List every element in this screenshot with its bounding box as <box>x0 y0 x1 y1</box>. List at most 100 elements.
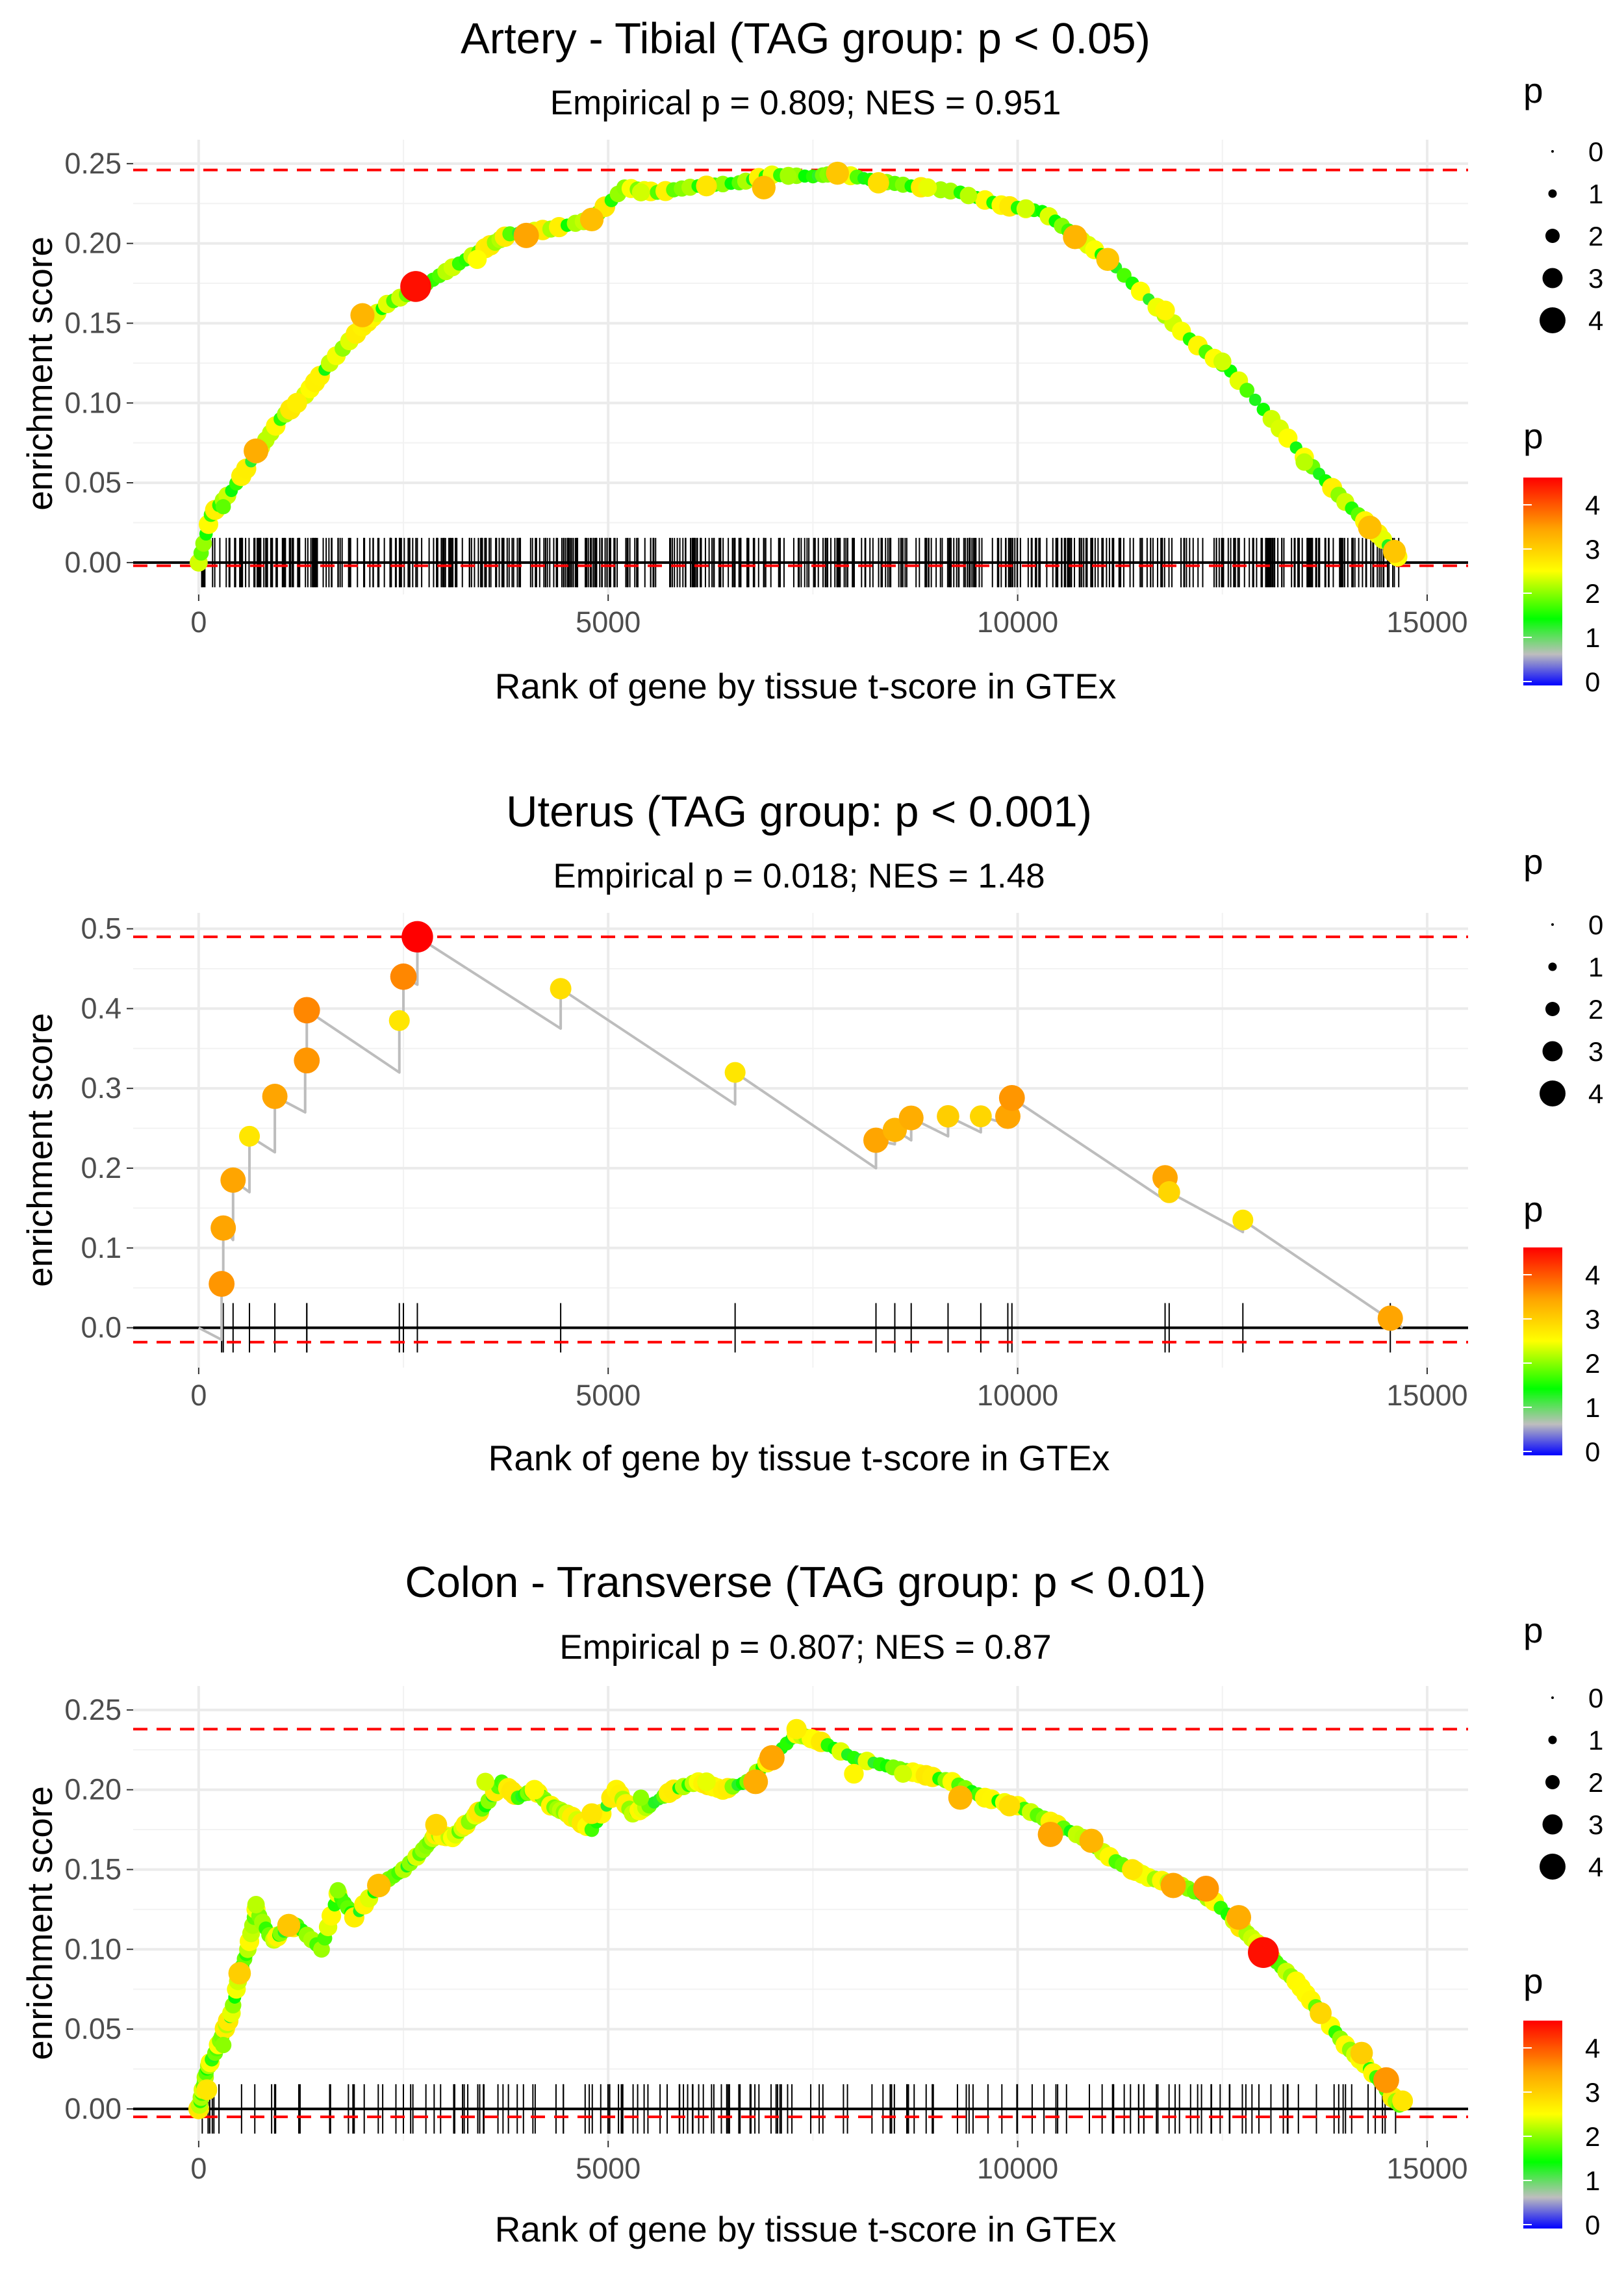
size-legend-title: p <box>1523 841 1543 882</box>
hit-point <box>1193 1876 1219 1902</box>
hit-point <box>400 271 431 302</box>
x-tick-label: 5000 <box>576 606 641 639</box>
y-tick-label: 0.20 <box>64 1773 121 1806</box>
chart-subtitle: Empirical p = 0.809; NES = 0.951 <box>550 84 1061 122</box>
size-key-4 <box>1540 1854 1566 1880</box>
size-legend-label: 1 <box>1588 952 1603 982</box>
y-tick-labels: 0.0 0.1 0.2 0.3 0.4 0.5 <box>81 912 121 1344</box>
hit-point <box>1079 1828 1104 1853</box>
size-legend: 0 1 2 3 4 <box>1540 910 1603 1109</box>
hit-point <box>367 1873 391 1898</box>
hit-point <box>1377 1305 1403 1331</box>
hit-point <box>1063 225 1087 249</box>
color-legend-label: 2 <box>1585 2121 1600 2152</box>
size-legend-label: 0 <box>1588 1683 1603 1713</box>
hit-point <box>863 1127 889 1153</box>
panel-colon-transverse: Colon - Transverse (TAG group: p < 0.01)… <box>19 1558 1468 2249</box>
hit-point <box>1350 2041 1373 2065</box>
size-legend-label: 0 <box>1588 136 1603 167</box>
hit-point <box>918 178 937 198</box>
hit-point <box>1213 352 1232 371</box>
y-tick-label: 0.0 <box>81 1311 121 1344</box>
hit-point <box>210 1215 236 1241</box>
hit-point <box>550 978 572 1000</box>
size-key-3 <box>1542 268 1563 288</box>
hit-point <box>329 1882 346 1898</box>
hit-point <box>277 1913 301 1937</box>
hit-point <box>467 249 487 269</box>
colorbar <box>1523 478 1562 685</box>
y-tick-label: 0.05 <box>64 466 121 499</box>
color-legend-label: 1 <box>1585 1392 1600 1423</box>
size-key-0 <box>1551 150 1554 153</box>
chart-subtitle: Empirical p = 0.807; NES = 0.87 <box>559 1628 1051 1667</box>
chart-title: Uterus (TAG group: p < 0.001) <box>506 787 1092 836</box>
hit-point <box>425 1813 448 1836</box>
hit-point <box>867 172 889 194</box>
x-tick-label: 15000 <box>1386 1379 1467 1412</box>
curve-point <box>1249 393 1262 406</box>
hit-point <box>401 921 433 953</box>
size-key-2 <box>1545 1002 1560 1016</box>
chart-title: Colon - Transverse (TAG group: p < 0.01) <box>405 1558 1206 1607</box>
color-legend: 4 3 2 1 0 <box>1523 1247 1600 1467</box>
hit-point <box>388 1010 410 1031</box>
hit-point <box>1248 1937 1279 1968</box>
hit-point <box>293 997 320 1024</box>
hit-point <box>959 186 978 205</box>
hit-point <box>476 1772 495 1791</box>
y-tick-label: 0.05 <box>64 2012 121 2045</box>
hit-point <box>524 1780 544 1800</box>
hit-point <box>948 1785 972 1810</box>
size-legend-label: 3 <box>1588 263 1603 294</box>
hit-point <box>244 438 269 463</box>
color-legend-label: 2 <box>1585 578 1600 609</box>
x-axis-label: Rank of gene by tissue t-score in GTEx <box>495 666 1117 706</box>
size-legend-label: 2 <box>1588 221 1603 251</box>
hit-point <box>390 963 417 990</box>
color-legend-label: 1 <box>1585 2165 1600 2196</box>
size-legend-label: 1 <box>1588 1725 1603 1756</box>
size-key-2 <box>1545 1775 1560 1789</box>
y-tick-label: 0.3 <box>81 1071 121 1105</box>
x-tick-label: 0 <box>190 2152 207 2185</box>
size-key-4 <box>1540 307 1566 333</box>
hit-point <box>294 1047 320 1074</box>
color-legend-label: 4 <box>1585 1260 1600 1290</box>
hit-point <box>262 1083 288 1109</box>
hit-point <box>581 1803 603 1824</box>
color-legend-label: 0 <box>1585 1437 1600 1467</box>
hit-point <box>209 1271 235 1297</box>
size-legend-label: 3 <box>1588 1809 1603 1840</box>
size-legend-title: p <box>1523 70 1543 110</box>
chart-title: Artery - Tibial (TAG group: p < 0.05) <box>461 14 1150 63</box>
hit-point <box>1037 1821 1063 1847</box>
size-legend: 0 1 2 3 4 <box>1540 136 1603 336</box>
y-tick-label: 0.15 <box>64 1852 121 1885</box>
hit-point <box>1122 1859 1143 1880</box>
x-tick-labels: 0 5000 10000 15000 <box>190 1379 1467 1412</box>
y-tick-label: 0.20 <box>64 227 121 260</box>
hit-point <box>513 222 539 248</box>
hit-point <box>894 1765 912 1783</box>
size-key-1 <box>1548 189 1557 198</box>
hit-point <box>752 175 776 199</box>
size-key-3 <box>1542 1041 1563 1062</box>
x-tick-label: 10000 <box>977 606 1058 639</box>
x-axis-label: Rank of gene by tissue t-score in GTEx <box>495 2209 1117 2249</box>
hit-point <box>786 1718 807 1739</box>
chart-subtitle: Empirical p = 0.018; NES = 1.48 <box>553 857 1045 895</box>
x-tick-label: 5000 <box>576 1379 641 1412</box>
x-tick-label: 10000 <box>977 2152 1058 2185</box>
plot-area <box>127 140 1468 601</box>
x-tick-label: 10000 <box>977 1379 1058 1412</box>
hit-point <box>696 175 717 197</box>
hit-point <box>1232 1209 1254 1231</box>
panel-uterus: Uterus (TAG group: p < 0.001) Empirical … <box>19 787 1468 1478</box>
size-legend-title: p <box>1523 1610 1543 1650</box>
hit-point <box>898 1105 924 1131</box>
size-legend-label: 0 <box>1588 910 1603 940</box>
hit-point <box>1358 515 1382 540</box>
size-legend: 0 1 2 3 4 <box>1540 1683 1603 1882</box>
color-legend-title: p <box>1523 416 1543 456</box>
